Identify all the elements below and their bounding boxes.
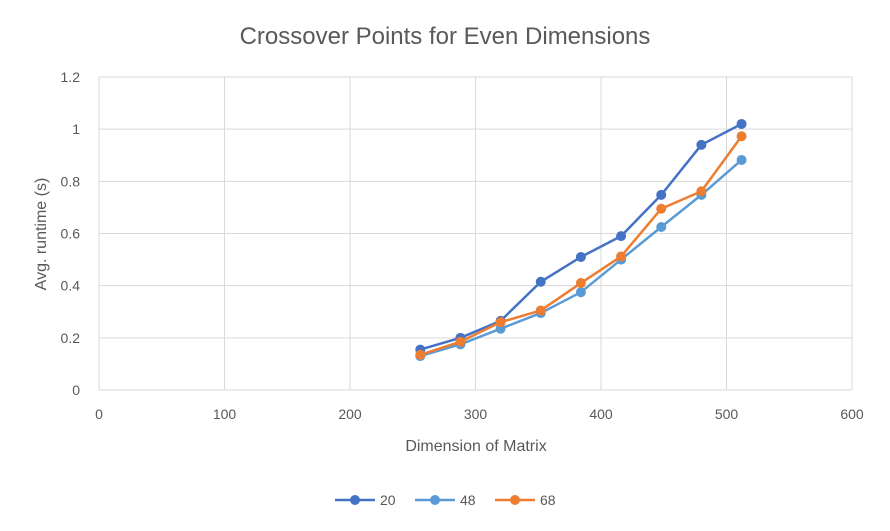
data-point [656,203,667,214]
data-point [575,251,586,262]
y-tick-label: 0 [72,382,80,398]
series-20 [415,118,747,355]
y-tick-label: 1 [72,121,80,137]
x-tick-label: 500 [715,406,739,422]
data-point [535,305,546,316]
data-point [656,221,667,232]
data-point [616,231,627,242]
series-68 [415,131,747,360]
series-layer [415,118,747,362]
legend: 20 48 68 [335,492,556,508]
legend-label: 20 [380,492,396,508]
y-tick-labels: 0 0.2 0.4 0.6 0.8 1 1.2 [61,69,81,398]
data-point [575,278,586,289]
x-tick-label: 0 [95,406,103,422]
data-point [696,139,707,150]
y-tick-label: 1.2 [61,69,81,85]
data-point [736,154,747,165]
x-tick-label: 600 [840,406,864,422]
legend-label: 68 [540,492,556,508]
legend-marker [350,495,360,505]
data-point [535,276,546,287]
grid [98,76,853,391]
chart-title: Crossover Points for Even Dimensions [240,23,651,50]
data-point [656,189,667,200]
x-tick-labels: 0 100 200 300 400 500 600 [95,406,864,422]
data-point [495,317,506,328]
y-tick-label: 0.4 [61,278,81,294]
x-axis-title: Dimension of Matrix [405,438,546,455]
data-point [696,186,707,197]
x-tick-label: 400 [589,406,613,422]
legend-item-68: 68 [495,492,556,508]
legend-marker [430,495,440,505]
data-point [415,349,426,360]
legend-label: 48 [460,492,476,508]
series-line [419,122,743,351]
y-tick-label: 0.6 [61,226,81,242]
legend-item-20: 20 [335,492,396,508]
data-point [455,336,466,347]
y-axis-title: Avg. runtime (s) [33,178,50,291]
data-point [736,131,747,142]
data-point [575,287,586,298]
x-tick-label: 300 [464,406,488,422]
y-tick-label: 0.2 [61,330,81,346]
data-point [616,251,627,262]
y-tick-label: 0.8 [61,173,81,189]
legend-marker [510,495,520,505]
x-tick-label: 200 [338,406,362,422]
x-tick-label: 100 [213,406,237,422]
data-point [736,118,747,129]
series-line [419,135,743,356]
legend-item-48: 48 [415,492,476,508]
